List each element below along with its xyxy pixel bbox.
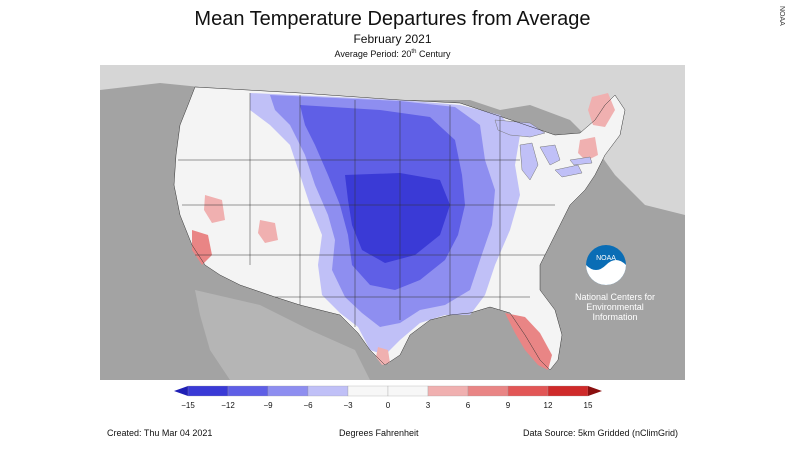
map-subtitle: February 2021 [353,32,432,46]
legend-arrow-low [174,386,188,396]
anomaly-cold-deep [345,173,450,263]
legend-bin [507,385,549,397]
anomaly-warm-california-coast [192,230,212,265]
legend-bin [347,385,389,397]
canada-land [100,65,685,215]
created-date: Created: Thu Mar 04 2021 [107,428,213,438]
legend-tick-label: 3 [426,401,431,410]
legend-bin [467,385,509,397]
legend-tick-label: −12 [221,401,235,410]
anomaly-warm-florida [505,313,552,370]
legend-tick-label: −3 [343,401,353,410]
legend-bin [227,385,269,397]
legend-bin [307,385,349,397]
anomaly-warm-texas-tip [376,347,390,365]
legend-tick-label: 9 [506,401,511,410]
color-legend: −15 −12 −9 −6 −3 0 3 6 9 12 15 [174,385,602,410]
legend-tick-label: 15 [584,401,593,410]
temperature-anomaly-map: NOAA [100,65,685,380]
great-lakes [494,119,593,181]
average-period: Average Period: 20th Century [334,49,451,59]
legend-tick-label: 0 [386,401,391,410]
data-source: Data Source: 5km Gridded (nClimGrid) [523,428,679,438]
state-boundaries [173,86,626,371]
anomaly-warm-nevada [204,195,225,223]
units-label: Degrees Fahrenheit [339,428,419,438]
anomaly-warm-new-england [578,137,598,161]
map-title: Mean Temperature Departures from Average [194,8,591,30]
legend-bin [387,385,429,397]
legend-tick-label: −9 [263,401,273,410]
legend-tick-label: 6 [466,401,471,410]
legend-bin [267,385,309,397]
ncei-label: National Centers for Environmental Infor… [574,292,656,322]
legend-arrow-high [588,386,602,396]
legend-tick-label: 12 [544,401,553,410]
legend-tick-label: −15 [181,401,195,410]
legend-bin [427,385,469,397]
logo-wordmark: NOAA [596,255,616,262]
legend-bin [187,385,229,397]
noaa-logo: NOAA [586,245,626,285]
mexico-land [195,290,370,380]
anomaly-warm-west [258,220,278,243]
legend-bin [547,385,589,397]
legend-tick-label: −6 [303,401,313,410]
